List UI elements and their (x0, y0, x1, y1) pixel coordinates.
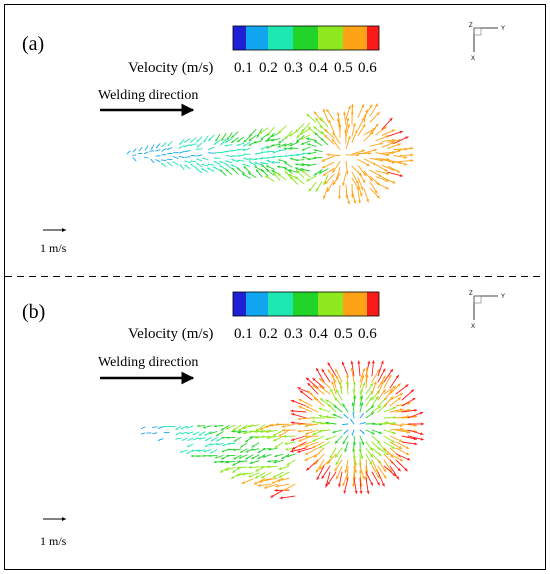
colorbar-b-swatch-7 (367, 292, 379, 316)
panel-a-tick-4: 0.4 (309, 60, 328, 76)
panel-a-colorbar (232, 25, 380, 51)
figure-frame (4, 4, 546, 570)
colorbar-a-swatch-4 (293, 26, 318, 50)
panel-b-tick-4: 0.4 (309, 326, 328, 342)
colorbar-a-swatch-1 (233, 26, 246, 50)
colorbar-b-swatch-3 (268, 292, 293, 316)
panel-b-tick-1: 0.1 (234, 326, 253, 342)
panel-b-triad-y: Y (501, 294, 505, 300)
panel-b-tick-6: 0.6 (358, 326, 377, 342)
panel-b-direction-label: Welding direction (98, 355, 198, 370)
panel-b-label: (b) (22, 301, 45, 323)
panel-b-legend-title: Velocity (m/s) (128, 326, 213, 342)
panel-b-axis-triad: Z Y X (469, 291, 505, 330)
panel-b-tick-2: 0.2 (259, 326, 278, 342)
panel-a-tick-2: 0.2 (259, 60, 278, 76)
colorbar-a-border (232, 25, 380, 51)
panel-b-triad-z: Z (469, 291, 473, 297)
panel-b: (b) Velocity (m/s) 0.1 0.2 0.3 0.4 0.5 0… (22, 291, 505, 548)
panel-a-triad-x: X (471, 56, 475, 62)
colorbar-a-swatch-2 (246, 26, 268, 50)
colorbar-b-border (232, 291, 380, 317)
panel-b-velocity-field (140, 360, 425, 500)
colorbar-b-swatch-5 (318, 292, 343, 316)
panel-b-reference-label: 1 m/s (40, 534, 67, 548)
panel-a: (a) Velocity (m/s) 0.1 0.2 0.3 0.4 0.5 0… (22, 23, 505, 255)
panel-a-direction-label: Welding direction (98, 88, 198, 103)
colorbar-b-swatch-2 (246, 292, 268, 316)
panel-a-tick-6: 0.6 (358, 60, 377, 76)
panel-a-tick-3: 0.3 (284, 60, 303, 76)
panel-a-reference-label: 1 m/s (40, 241, 67, 255)
panel-a-label: (a) (22, 33, 44, 55)
panel-b-colorbar (232, 291, 380, 317)
colorbar-b-swatch-1 (233, 292, 246, 316)
panel-a-velocity-field (126, 103, 414, 205)
colorbar-b-swatch-4 (293, 292, 318, 316)
panel-a-tick-1: 0.1 (234, 60, 253, 76)
panel-a-legend-title: Velocity (m/s) (128, 60, 213, 76)
panel-a-tick-5: 0.5 (334, 60, 353, 76)
panel-b-tick-5: 0.5 (334, 326, 353, 342)
colorbar-a-swatch-7 (367, 26, 379, 50)
panel-b-tick-labels: 0.1 0.2 0.3 0.4 0.5 0.6 (234, 326, 377, 342)
panel-b-triad-x: X (471, 324, 475, 330)
panel-a-triad-z: Z (469, 23, 473, 29)
colorbar-a-swatch-5 (318, 26, 343, 50)
colorbar-b-swatch-6 (343, 292, 367, 316)
colorbar-a-swatch-3 (268, 26, 293, 50)
panel-a-tick-labels: 0.1 0.2 0.3 0.4 0.5 0.6 (234, 60, 377, 76)
panel-a-axis-triad: Z Y X (469, 23, 505, 62)
panel-a-triad-y: Y (501, 26, 505, 32)
colorbar-a-swatch-6 (343, 26, 367, 50)
panel-b-tick-3: 0.3 (284, 326, 303, 342)
